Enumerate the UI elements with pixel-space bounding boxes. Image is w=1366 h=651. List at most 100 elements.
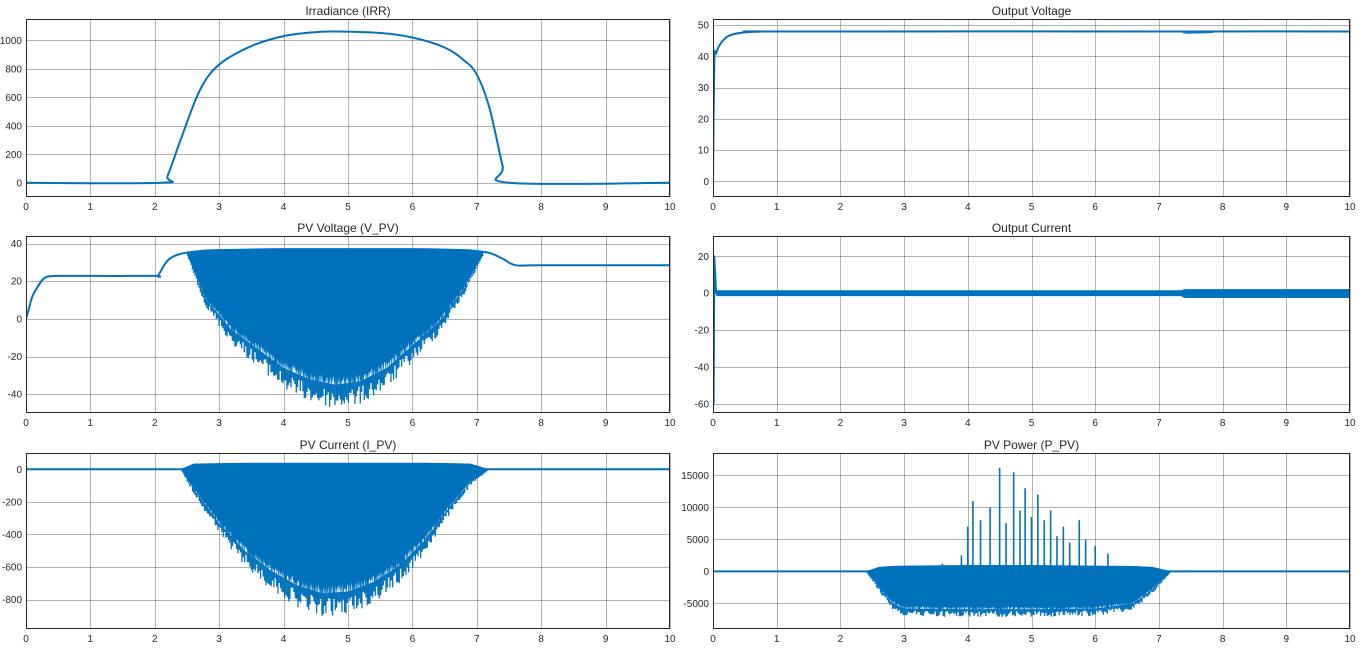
y-tick-label: 400 <box>5 121 22 132</box>
plot-area <box>26 19 670 197</box>
axes-frame <box>26 236 670 413</box>
data-layer <box>713 467 1350 618</box>
x-tick-label: 2 <box>838 202 844 213</box>
y-tick-label: 1000 <box>0 36 22 47</box>
chart-ppv: 0 1 2 3 4 5 6 7 8 9 10 -5000 0 5000 10000 15000 PV Power… <box>681 438 1356 645</box>
x-tick-label: 7 <box>1156 418 1162 429</box>
x-tick-label: 2 <box>152 634 158 645</box>
x-tick-label: 7 <box>474 634 480 645</box>
x-tick-label: 2 <box>838 418 844 429</box>
plot-area <box>713 236 1350 413</box>
x-tick-label: 6 <box>410 634 416 645</box>
x-tick-label: 4 <box>965 634 971 645</box>
x-tick-label: 1 <box>88 418 94 429</box>
y-tick-label: -200 <box>2 497 22 508</box>
chart-title: PV Voltage (V_PV) <box>297 221 398 235</box>
series-line <box>26 248 670 320</box>
x-tick-label: 10 <box>664 634 676 645</box>
x-tick-label: 5 <box>345 202 351 213</box>
series-oscillation-band <box>187 249 484 393</box>
y-tick-label: 40 <box>11 239 23 250</box>
data-layer <box>713 30 1350 183</box>
chart-title: PV Current (I_PV) <box>300 438 397 452</box>
grid <box>713 19 1351 197</box>
x-tick-label: 0 <box>23 202 29 213</box>
x-tick-label: 2 <box>152 202 158 213</box>
x-tick-label: 8 <box>538 202 544 213</box>
x-tick-label: 7 <box>474 418 480 429</box>
x-tick-label: 1 <box>774 202 780 213</box>
y-tick-label: 40 <box>698 52 710 63</box>
x-tick-label: 10 <box>664 418 676 429</box>
axes-frame <box>713 453 1350 629</box>
x-tick-label: 0 <box>710 634 716 645</box>
x-tick-label: 0 <box>710 202 716 213</box>
x-tick-label: 3 <box>901 202 907 213</box>
axes-frame <box>26 19 670 197</box>
y-tick-label: 0 <box>16 178 22 189</box>
data-layer <box>26 30 670 186</box>
x-tick-label: 1 <box>774 634 780 645</box>
x-tick-label: 9 <box>1284 634 1290 645</box>
x-tick-label: 6 <box>1092 202 1098 213</box>
x-tick-label: 0 <box>710 418 716 429</box>
x-tick-label: 1 <box>88 202 94 213</box>
x-tick-label: 4 <box>965 202 971 213</box>
series-ripple-spikes <box>181 469 490 616</box>
chart-title: Output Voltage <box>992 4 1072 18</box>
y-tick-label: 20 <box>11 277 23 288</box>
y-tick-label: 20 <box>698 252 710 263</box>
y-tick-label: -400 <box>2 530 22 541</box>
data-layer <box>26 248 670 407</box>
x-tick-label: 5 <box>345 418 351 429</box>
y-tick-label: -40 <box>695 362 710 373</box>
x-tick-label: 8 <box>1220 202 1226 213</box>
x-tick-label: 5 <box>1029 202 1035 213</box>
y-tick-label: -800 <box>2 595 22 606</box>
x-tick-label: 6 <box>1092 634 1098 645</box>
y-tick-label: 30 <box>698 83 710 94</box>
chart-irr: 0 1 2 3 4 5 6 7 8 9 10 0 200 400 600 800 1000 Irradiance … <box>0 4 676 213</box>
y-tick-label: -20 <box>695 326 710 337</box>
series-line <box>26 30 670 186</box>
y-tick-label: 800 <box>5 64 22 75</box>
x-tick-label: 5 <box>1029 634 1035 645</box>
x-tick-label: 2 <box>838 634 844 645</box>
series-oscillation-band <box>180 462 490 601</box>
y-tick-label: 10 <box>698 146 710 157</box>
x-tick-label: 3 <box>901 418 907 429</box>
x-tick-label: 7 <box>474 202 480 213</box>
x-tick-label: 3 <box>216 202 222 213</box>
x-tick-label: 9 <box>603 634 609 645</box>
x-tick-label: 0 <box>23 634 29 645</box>
x-tick-label: 9 <box>1284 418 1290 429</box>
y-tick-label: 0 <box>16 465 22 476</box>
x-tick-label: 9 <box>603 202 609 213</box>
chart-vout: 0 1 2 3 4 5 6 7 8 9 10 0 10 20 30 40 50 Output Voltage <box>698 4 1356 213</box>
axes-frame <box>26 453 670 629</box>
x-tick-label: 10 <box>664 202 676 213</box>
x-tick-label: 3 <box>216 418 222 429</box>
x-tick-label: 4 <box>965 418 971 429</box>
axes-frame <box>713 19 1350 197</box>
x-tick-label: 8 <box>538 418 544 429</box>
axes-frame <box>713 236 1350 413</box>
y-tick-label: -5000 <box>683 599 709 610</box>
y-tick-label: 10000 <box>681 503 709 514</box>
x-tick-label: 9 <box>603 418 609 429</box>
x-tick-label: 1 <box>88 634 94 645</box>
series-oscillation-band <box>865 565 1172 612</box>
chart-title: Output Current <box>992 221 1072 235</box>
x-tick-label: 4 <box>281 202 287 213</box>
y-tick-label: 600 <box>5 93 22 104</box>
chart-iout: 0 1 2 3 4 5 6 7 8 9 10 -60 -40 -20 0 20 Output Current <box>695 221 1356 429</box>
x-tick-label: 4 <box>281 634 287 645</box>
chart-title: Irradiance (IRR) <box>305 4 390 18</box>
y-tick-label: 15000 <box>681 471 709 482</box>
x-tick-label: 10 <box>1344 634 1356 645</box>
x-tick-label: 6 <box>410 418 416 429</box>
x-tick-label: 5 <box>345 634 351 645</box>
x-tick-label: 8 <box>1220 418 1226 429</box>
y-tick-label: -60 <box>695 399 710 410</box>
